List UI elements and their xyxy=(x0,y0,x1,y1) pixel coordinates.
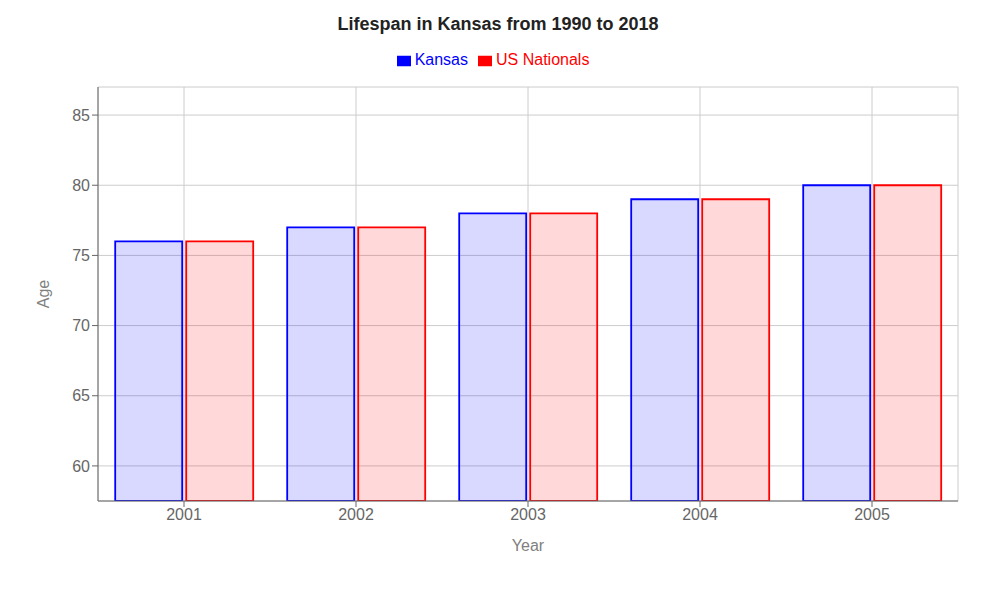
svg-text:Year: Year xyxy=(512,537,545,554)
html-text:Kansas: Kansas xyxy=(414,51,468,68)
html-text:Lifespan in Kansas from 1990 t: Lifespan in Kansas from 1990 to 2018 xyxy=(337,14,659,34)
svg-text:2004: 2004 xyxy=(682,506,718,523)
svg-text:85: 85 xyxy=(72,107,90,124)
html-text:US Nationals: US Nationals xyxy=(496,51,590,68)
svg-text:2005: 2005 xyxy=(854,506,890,523)
svg-text:80: 80 xyxy=(72,177,90,194)
svg-text:2002: 2002 xyxy=(338,506,374,523)
svg-text:Age: Age xyxy=(35,280,52,309)
svg-text:65: 65 xyxy=(72,387,90,404)
svg-text:2003: 2003 xyxy=(510,506,546,523)
svg-text:2001: 2001 xyxy=(166,506,202,523)
svg-text:75: 75 xyxy=(72,247,90,264)
svg-text:60: 60 xyxy=(72,458,90,475)
svg-text:70: 70 xyxy=(72,317,90,334)
